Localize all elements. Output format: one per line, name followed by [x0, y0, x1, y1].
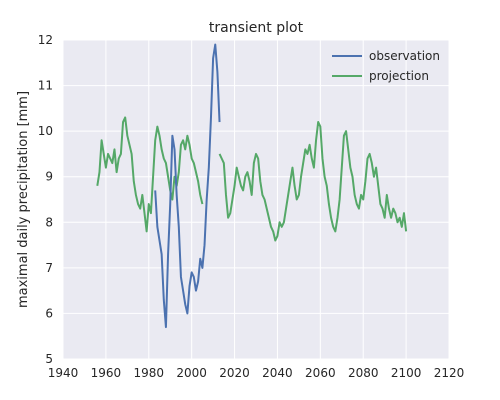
y-tick-label: 5 — [45, 352, 53, 366]
x-tick-label: 2020 — [219, 366, 250, 380]
x-tick-label: 2080 — [348, 366, 379, 380]
y-tick-label: 9 — [45, 170, 53, 184]
x-tick-label: 1980 — [134, 366, 165, 380]
y-tick-label: 12 — [38, 33, 53, 47]
y-tick-label: 8 — [45, 215, 53, 229]
y-tick-label: 11 — [38, 79, 53, 93]
legend-label-observation: observation — [369, 49, 440, 63]
legend: observation projection — [332, 49, 440, 83]
plot-background — [63, 40, 449, 359]
legend-label-projection: projection — [369, 69, 429, 83]
chart-title: transient plot — [209, 20, 304, 36]
y-axis-label: maximal daily precipitation [mm] — [16, 91, 31, 308]
observation-line — [154, 43, 221, 329]
x-tick-label: 2000 — [176, 366, 207, 380]
x-tick-label: 2040 — [262, 366, 293, 380]
x-tick-label: 2060 — [305, 366, 336, 380]
x-tick-label: 1960 — [91, 366, 122, 380]
x-tick-label: 2120 — [434, 366, 465, 380]
y-tick-label: 6 — [45, 306, 53, 320]
y-tick-labels: 5 6 7 8 9 10 11 12 — [38, 33, 53, 366]
y-tick-label: 7 — [45, 261, 53, 275]
x-tick-labels: 1940 1960 1980 2000 2020 2040 2060 2080 2100 2120 — [48, 366, 465, 380]
grid-lines — [62, 39, 450, 360]
x-tick-label: 2100 — [391, 366, 422, 380]
x-tick-label: 1940 — [48, 366, 79, 380]
series-layer — [96, 43, 408, 329]
projection-line — [96, 116, 204, 233]
y-tick-label: 10 — [38, 124, 53, 138]
projection-line-segment-2 — [218, 121, 408, 242]
